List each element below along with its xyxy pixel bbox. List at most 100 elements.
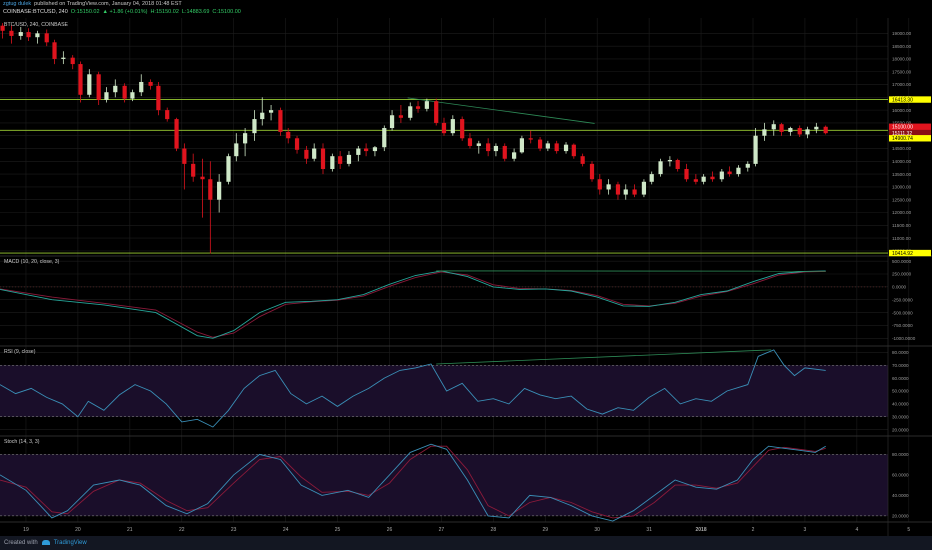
- candle-body: [130, 92, 135, 99]
- candle-body: [632, 189, 637, 195]
- tradingview-logo-icon: [41, 539, 50, 545]
- candle-body: [450, 119, 455, 134]
- price-label-last-bg: [889, 123, 931, 130]
- header-row-2: COINBASE:BTCUSD, 240 O:15150.02 ▲ +1.86 (+…: [3, 9, 244, 16]
- candle-body: [252, 119, 257, 134]
- y-tick-label: 80.0000: [892, 350, 909, 355]
- y-tick-label: 70.0000: [892, 363, 909, 368]
- candle-body: [35, 33, 40, 38]
- candle-body: [467, 138, 473, 146]
- y-tick-label: -750.0000: [892, 323, 913, 328]
- candle-body: [268, 110, 274, 113]
- panel-title: BTC/USD, 240, COINBASE: [4, 22, 69, 28]
- candle-body: [113, 85, 118, 93]
- x-tick-label: 24: [283, 527, 289, 533]
- x-tick-label: 31: [646, 527, 652, 533]
- high-value: H:15150.02: [150, 9, 179, 15]
- candle-body: [797, 128, 802, 135]
- candle-body: [243, 133, 248, 144]
- candle-body: [312, 148, 317, 159]
- candle-body: [104, 92, 109, 100]
- candle-body: [641, 181, 647, 195]
- y-tick-label: 16000.00: [892, 108, 912, 113]
- change-value: ▲ +1.86 (+0.01%): [102, 9, 148, 15]
- price-label-support-bg: [889, 135, 931, 142]
- y-tick-label: 0.0000: [892, 285, 906, 290]
- y-tick-label: -500.0000: [892, 310, 913, 315]
- y-tick-label: 60.0000: [892, 473, 909, 478]
- rsi-trendline: [436, 349, 772, 365]
- x-tick-label: 2018: [695, 527, 706, 533]
- candle-body: [278, 110, 283, 132]
- price-label-bottom-bg: [889, 249, 931, 257]
- x-tick-label: 21: [127, 527, 133, 533]
- candle-body: [148, 81, 153, 86]
- candle-body: [70, 57, 75, 65]
- candle-body: [719, 171, 724, 180]
- x-axis-labels: 192021222324252627282930312018234510.5: [23, 527, 910, 533]
- candle-body: [382, 128, 387, 148]
- candle-body: [545, 143, 550, 149]
- x-tick-label: 28: [491, 527, 497, 533]
- candle-body: [597, 179, 602, 190]
- candle-body: [191, 163, 196, 177]
- price-label-last: 15100.00: [892, 125, 913, 131]
- y-tick-label: 19000.00: [892, 31, 912, 36]
- candle-body: [554, 143, 559, 152]
- candle-body: [736, 167, 741, 175]
- price-label-countdown-bg: [889, 129, 931, 137]
- x-tick-label: 3: [804, 527, 807, 533]
- candle-body: [667, 160, 672, 162]
- footer-bar: Created with TradingView: [0, 536, 932, 550]
- candle-body: [18, 32, 23, 36]
- y-tick-label: 17500.00: [892, 69, 912, 74]
- y-tick-label: 11500.00: [892, 223, 911, 228]
- candle-body: [234, 143, 239, 157]
- candle-body: [476, 143, 481, 146]
- y-tick-label: 40.0000: [892, 493, 909, 498]
- y-tick-label: 12000.00: [892, 210, 912, 215]
- y-tick-label: 30.0000: [892, 414, 909, 419]
- candle-body: [434, 101, 439, 123]
- y-tick-label: 14500.00: [892, 146, 912, 151]
- y-tick-label: 18500.00: [892, 44, 912, 49]
- tradingview-brand-link[interactable]: TradingView: [53, 540, 87, 546]
- candle-body: [52, 42, 57, 59]
- candle-body: [623, 189, 628, 195]
- candle-body: [580, 156, 585, 164]
- candles-layer: [0, 23, 828, 254]
- candle-body: [364, 148, 369, 152]
- y-tick-label: 13500.00: [892, 172, 912, 177]
- candle-body: [9, 30, 14, 36]
- x-tick-label: 25: [335, 527, 341, 533]
- panel-title: Stoch (14, 3, 3): [4, 439, 40, 445]
- candle-body: [389, 115, 395, 129]
- candle-body: [519, 138, 524, 153]
- x-tick-label: 2: [752, 527, 755, 533]
- candle-body: [823, 126, 828, 134]
- x-tick-label: 19: [23, 527, 29, 533]
- x-tick-label: 29: [542, 527, 548, 533]
- symbol-text: COINBASE:BTCUSD, 240: [3, 9, 68, 15]
- candle-body: [174, 119, 179, 149]
- candle-body: [486, 143, 491, 152]
- series-layer: [0, 270, 888, 522]
- header-row-1: zgtug dulek published on TradingView.com,…: [3, 1, 185, 8]
- author-link[interactable]: zgtug dulek: [3, 1, 32, 7]
- candle-body: [156, 85, 161, 111]
- y-tick-label: 15500.00: [892, 121, 912, 126]
- indicator-bands: [0, 364, 888, 517]
- y-tick-label: 13000.00: [892, 185, 912, 190]
- candle-body: [372, 147, 378, 152]
- y-tick-label: -250.0000: [892, 297, 913, 302]
- rsi-line: [0, 349, 826, 428]
- candle-body: [226, 156, 231, 182]
- created-with-text: Created with: [4, 540, 38, 546]
- candle-body: [208, 179, 213, 200]
- price-label-countdown: 15111.32: [892, 131, 912, 137]
- y-tick-label: 20.0000: [892, 514, 909, 519]
- candle-body: [0, 25, 5, 31]
- candle-body: [779, 124, 784, 132]
- y-tick-label: -1000.0000: [892, 336, 916, 341]
- band-fill: [0, 454, 888, 516]
